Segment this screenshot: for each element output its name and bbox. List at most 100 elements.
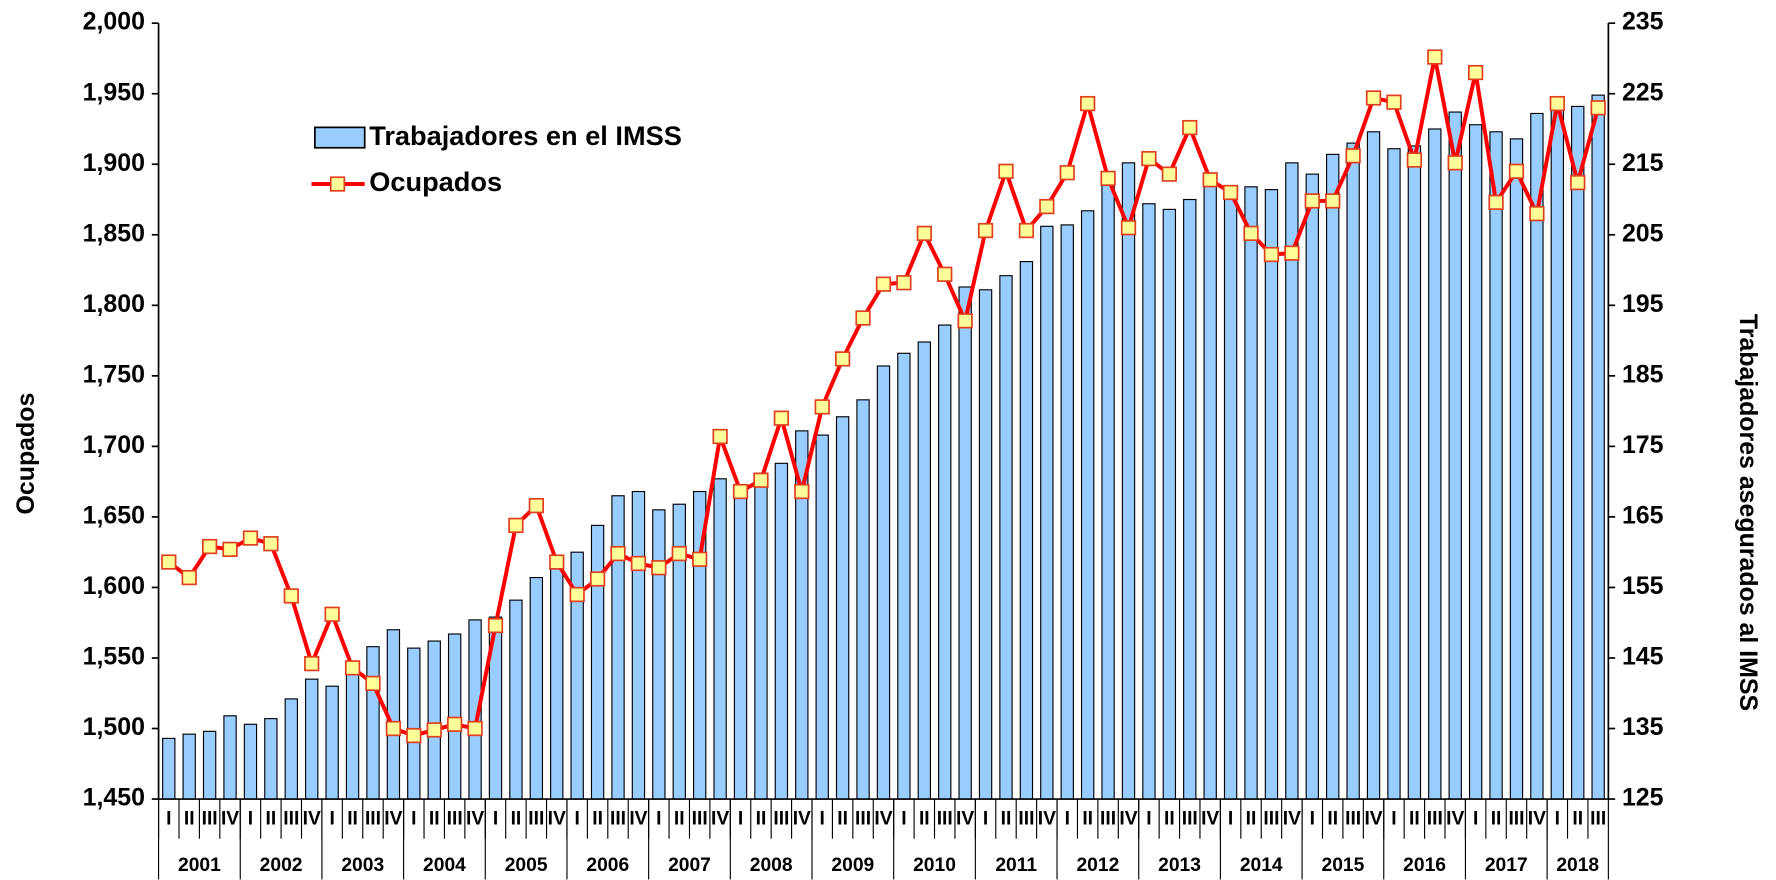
x-tick-label: I xyxy=(1555,809,1560,830)
bar xyxy=(917,341,932,800)
y2-tick-label: 225 xyxy=(1622,78,1664,106)
line-marker xyxy=(1508,163,1525,179)
line-marker xyxy=(242,530,259,546)
bar xyxy=(1448,111,1462,800)
bar xyxy=(202,730,217,800)
x-tick-label: II xyxy=(756,809,767,830)
x-tick-label: III xyxy=(1508,809,1524,830)
bar xyxy=(652,509,666,800)
x-tick-label: I xyxy=(166,809,171,830)
line-marker xyxy=(1100,170,1116,187)
bar xyxy=(1305,173,1319,800)
bar xyxy=(1060,224,1074,800)
x-tick-label: III xyxy=(1263,809,1279,830)
line-marker xyxy=(1488,194,1504,210)
line-marker xyxy=(201,538,218,555)
bar xyxy=(856,399,870,800)
x-tick-label: III xyxy=(1345,809,1361,830)
year-label: 2010 xyxy=(913,855,956,876)
line-marker xyxy=(855,310,871,326)
bar xyxy=(611,495,625,800)
x-tick-label: II xyxy=(1491,809,1502,830)
x-tick-label: III xyxy=(1100,809,1116,830)
bar xyxy=(407,647,421,800)
x-tick-label: II xyxy=(1246,809,1257,830)
line-marker xyxy=(630,555,647,572)
bar xyxy=(1040,225,1054,800)
bar xyxy=(1550,104,1565,800)
x-tick-label: II xyxy=(1164,809,1175,830)
bar xyxy=(774,462,789,800)
line-marker xyxy=(1304,193,1320,209)
line-marker xyxy=(1080,95,1096,112)
bar xyxy=(1203,176,1217,800)
line-marker xyxy=(732,483,749,500)
x-tick-label: II xyxy=(1001,809,1012,830)
x-tick-label: II xyxy=(511,809,522,830)
x-tick-label: IV xyxy=(956,809,974,830)
bar xyxy=(447,633,462,800)
line-marker xyxy=(834,351,851,367)
legend-label: Ocupados xyxy=(369,166,502,197)
bar xyxy=(958,286,972,800)
x-tick-label: III xyxy=(773,809,789,830)
x-tick-label: I xyxy=(574,809,579,830)
line-marker xyxy=(1325,193,1341,209)
bar xyxy=(590,524,605,800)
bar xyxy=(1489,131,1503,800)
x-tick-label: II xyxy=(592,809,603,830)
line-marker xyxy=(344,660,361,676)
bar xyxy=(1326,153,1340,800)
y2-tick-label: 215 xyxy=(1622,149,1664,177)
y-tick-label: 1,800 xyxy=(83,290,145,318)
x-tick-label: III xyxy=(447,809,463,830)
bar xyxy=(835,416,850,800)
y2-tick-label: 195 xyxy=(1622,290,1664,318)
bar xyxy=(223,715,237,800)
x-tick-label: IV xyxy=(1038,809,1056,830)
line-marker xyxy=(1386,94,1402,110)
y2-tick-label: 165 xyxy=(1622,501,1664,529)
bar xyxy=(284,698,298,800)
line-marker xyxy=(263,536,279,552)
line-marker xyxy=(671,545,687,562)
x-tick-label: I xyxy=(1473,809,1478,830)
x-tick-label: IV xyxy=(629,809,647,830)
year-label: 2003 xyxy=(341,855,384,876)
year-label: 2012 xyxy=(1076,855,1119,876)
line-marker xyxy=(549,554,565,570)
line-marker xyxy=(161,554,177,570)
y2-tick-label: 205 xyxy=(1622,219,1664,247)
line-marker xyxy=(1570,174,1586,191)
bar xyxy=(325,685,339,800)
bar xyxy=(1591,94,1605,800)
y-tick-label: 1,850 xyxy=(83,219,145,247)
y2-tick-label: 155 xyxy=(1622,572,1664,600)
line-marker xyxy=(181,569,197,586)
x-tick-label: II xyxy=(1082,809,1093,830)
x-tick-label: I xyxy=(1146,809,1151,830)
bar xyxy=(1571,105,1585,800)
year-label: 2007 xyxy=(668,855,711,876)
x-tick-label: III xyxy=(1018,809,1034,830)
x-tick-label: II xyxy=(1327,809,1338,830)
bar xyxy=(938,324,952,800)
x-tick-label: IV xyxy=(793,809,811,830)
x-tick-label: II xyxy=(347,809,358,830)
y-tick-label: 1,700 xyxy=(83,431,145,459)
bar xyxy=(264,718,278,800)
x-tick-label: III xyxy=(692,809,708,830)
line-marker xyxy=(1467,64,1484,81)
x-tick-label: IV xyxy=(874,809,892,830)
line-marker xyxy=(712,428,728,445)
x-tick-label: II xyxy=(919,809,930,830)
y-tick-label: 1,900 xyxy=(83,149,145,177)
bar xyxy=(1223,194,1238,800)
y-tick-label: 1,600 xyxy=(83,572,145,600)
year-label: 2004 xyxy=(423,855,466,876)
line-marker xyxy=(1202,172,1218,188)
y-tick-label: 2,000 xyxy=(83,8,145,36)
line-marker xyxy=(1345,148,1361,164)
bar xyxy=(427,640,441,800)
line-marker xyxy=(222,541,238,558)
